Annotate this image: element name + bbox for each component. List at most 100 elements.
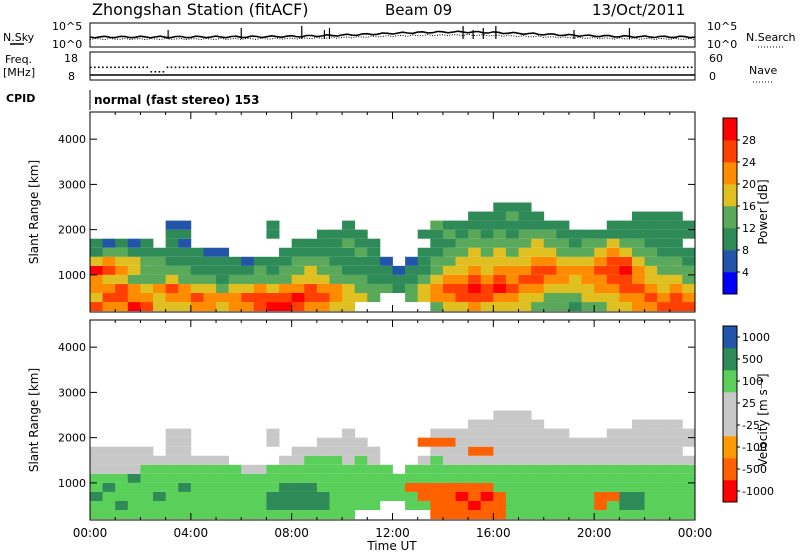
power-y-axis-title: Slant Range [km] xyxy=(27,160,41,264)
nave-point xyxy=(545,66,548,69)
heatmap-cell xyxy=(468,437,482,447)
heatmap-cell xyxy=(316,274,330,284)
heatmap-cell xyxy=(279,247,293,257)
heatmap-cell xyxy=(304,446,318,456)
heatmap-cell xyxy=(518,238,532,248)
nave-point xyxy=(412,66,415,69)
heatmap-cell xyxy=(102,501,116,511)
heatmap-cell xyxy=(253,293,267,303)
heatmap-cell xyxy=(102,446,116,456)
nave-trace xyxy=(90,66,693,73)
heatmap-cell xyxy=(165,229,179,239)
heatmap-cell xyxy=(279,274,293,284)
heatmap-cell xyxy=(342,446,356,456)
nave-point xyxy=(287,66,290,69)
heatmap-cell xyxy=(228,473,242,483)
heatmap-cell xyxy=(505,265,519,275)
heatmap-cell xyxy=(90,446,103,456)
heatmap-cell xyxy=(543,473,557,483)
heatmap-cell xyxy=(644,419,658,429)
heatmap-cell xyxy=(203,491,217,501)
heatmap-cell xyxy=(241,283,255,293)
nave-point xyxy=(477,66,479,69)
heatmap-cell xyxy=(619,464,633,474)
heatmap-cell xyxy=(417,455,431,465)
heatmap-cell xyxy=(241,274,255,284)
power-panel: 1000 2000 3000 4000 Slant Range [km] 4 8 12 16… xyxy=(27,111,770,313)
heatmap-cell xyxy=(505,247,519,257)
nave-point xyxy=(525,66,528,69)
nave-point xyxy=(424,66,427,69)
heatmap-cell xyxy=(178,464,192,474)
heatmap-cell xyxy=(115,501,129,511)
heatmap-cell xyxy=(127,302,141,312)
beam-label: Beam 09 xyxy=(385,1,452,19)
heatmap-cell xyxy=(165,510,179,520)
heatmap-cell xyxy=(682,473,696,483)
nave-point xyxy=(590,66,592,69)
heatmap-cell xyxy=(354,501,368,511)
heatmap-cell xyxy=(153,464,167,474)
heatmap-cell xyxy=(178,302,192,312)
heatmap-cell xyxy=(165,428,179,438)
heatmap-cell xyxy=(367,293,381,303)
heatmap-cell xyxy=(178,220,192,230)
heatmap-cell xyxy=(430,238,444,248)
heatmap-cell xyxy=(153,482,167,492)
heatmap-cell xyxy=(493,501,507,511)
heatmap-cell xyxy=(631,238,645,248)
heatmap-cell xyxy=(140,473,154,483)
nave-point xyxy=(356,66,358,69)
heatmap-cell xyxy=(354,265,368,275)
heatmap-cell xyxy=(631,464,645,474)
heatmap-cell xyxy=(342,265,356,275)
heatmap-cell xyxy=(342,302,356,312)
heatmap-cell xyxy=(115,302,129,312)
heatmap-cell xyxy=(203,265,217,275)
heatmap-cell xyxy=(442,220,456,230)
heatmap-cell xyxy=(518,491,532,501)
heatmap-cell xyxy=(178,428,192,438)
heatmap-cell xyxy=(228,256,242,266)
heatmap-cell xyxy=(342,238,356,248)
heatmap-cell xyxy=(379,283,393,293)
heatmap-cell xyxy=(619,428,633,438)
heatmap-cell xyxy=(669,510,683,520)
nave-point xyxy=(448,66,451,69)
heatmap-cell xyxy=(568,238,582,248)
y-tick-label: 3000 xyxy=(58,178,86,191)
heatmap-cell xyxy=(568,274,582,284)
heatmap-cell xyxy=(329,274,343,284)
heatmap-cell xyxy=(468,293,482,303)
heatmap-cell xyxy=(581,283,595,293)
heatmap-cell xyxy=(531,455,545,465)
nave-point xyxy=(102,66,104,69)
nave-point xyxy=(682,66,685,69)
nave-point xyxy=(465,66,467,69)
nave-point xyxy=(440,66,443,69)
heatmap-cell xyxy=(90,482,103,492)
colorbar-tick-label: 12 xyxy=(742,222,756,235)
heatmap-cell xyxy=(102,482,116,492)
nave-point xyxy=(174,66,177,69)
nave-point xyxy=(360,66,362,69)
nave-point xyxy=(517,66,520,69)
heatmap-cell xyxy=(102,283,116,293)
heatmap-cell xyxy=(291,293,305,303)
heatmap-cell xyxy=(543,274,557,284)
heatmap-cell xyxy=(594,482,608,492)
nave-point xyxy=(408,66,411,69)
heatmap-cell xyxy=(631,482,645,492)
heatmap-cell xyxy=(657,283,671,293)
nave-point xyxy=(461,66,463,69)
colorbar-segment xyxy=(723,184,737,207)
heatmap-cell xyxy=(140,455,154,465)
heatmap-cell xyxy=(115,473,129,483)
heatmap-cell xyxy=(455,256,469,266)
colorbar-tick-label: 25 xyxy=(742,397,756,410)
heatmap-cell xyxy=(594,437,608,447)
heatmap-cell xyxy=(518,302,532,312)
heatmap-cell xyxy=(279,265,293,275)
heatmap-cell xyxy=(455,265,469,275)
